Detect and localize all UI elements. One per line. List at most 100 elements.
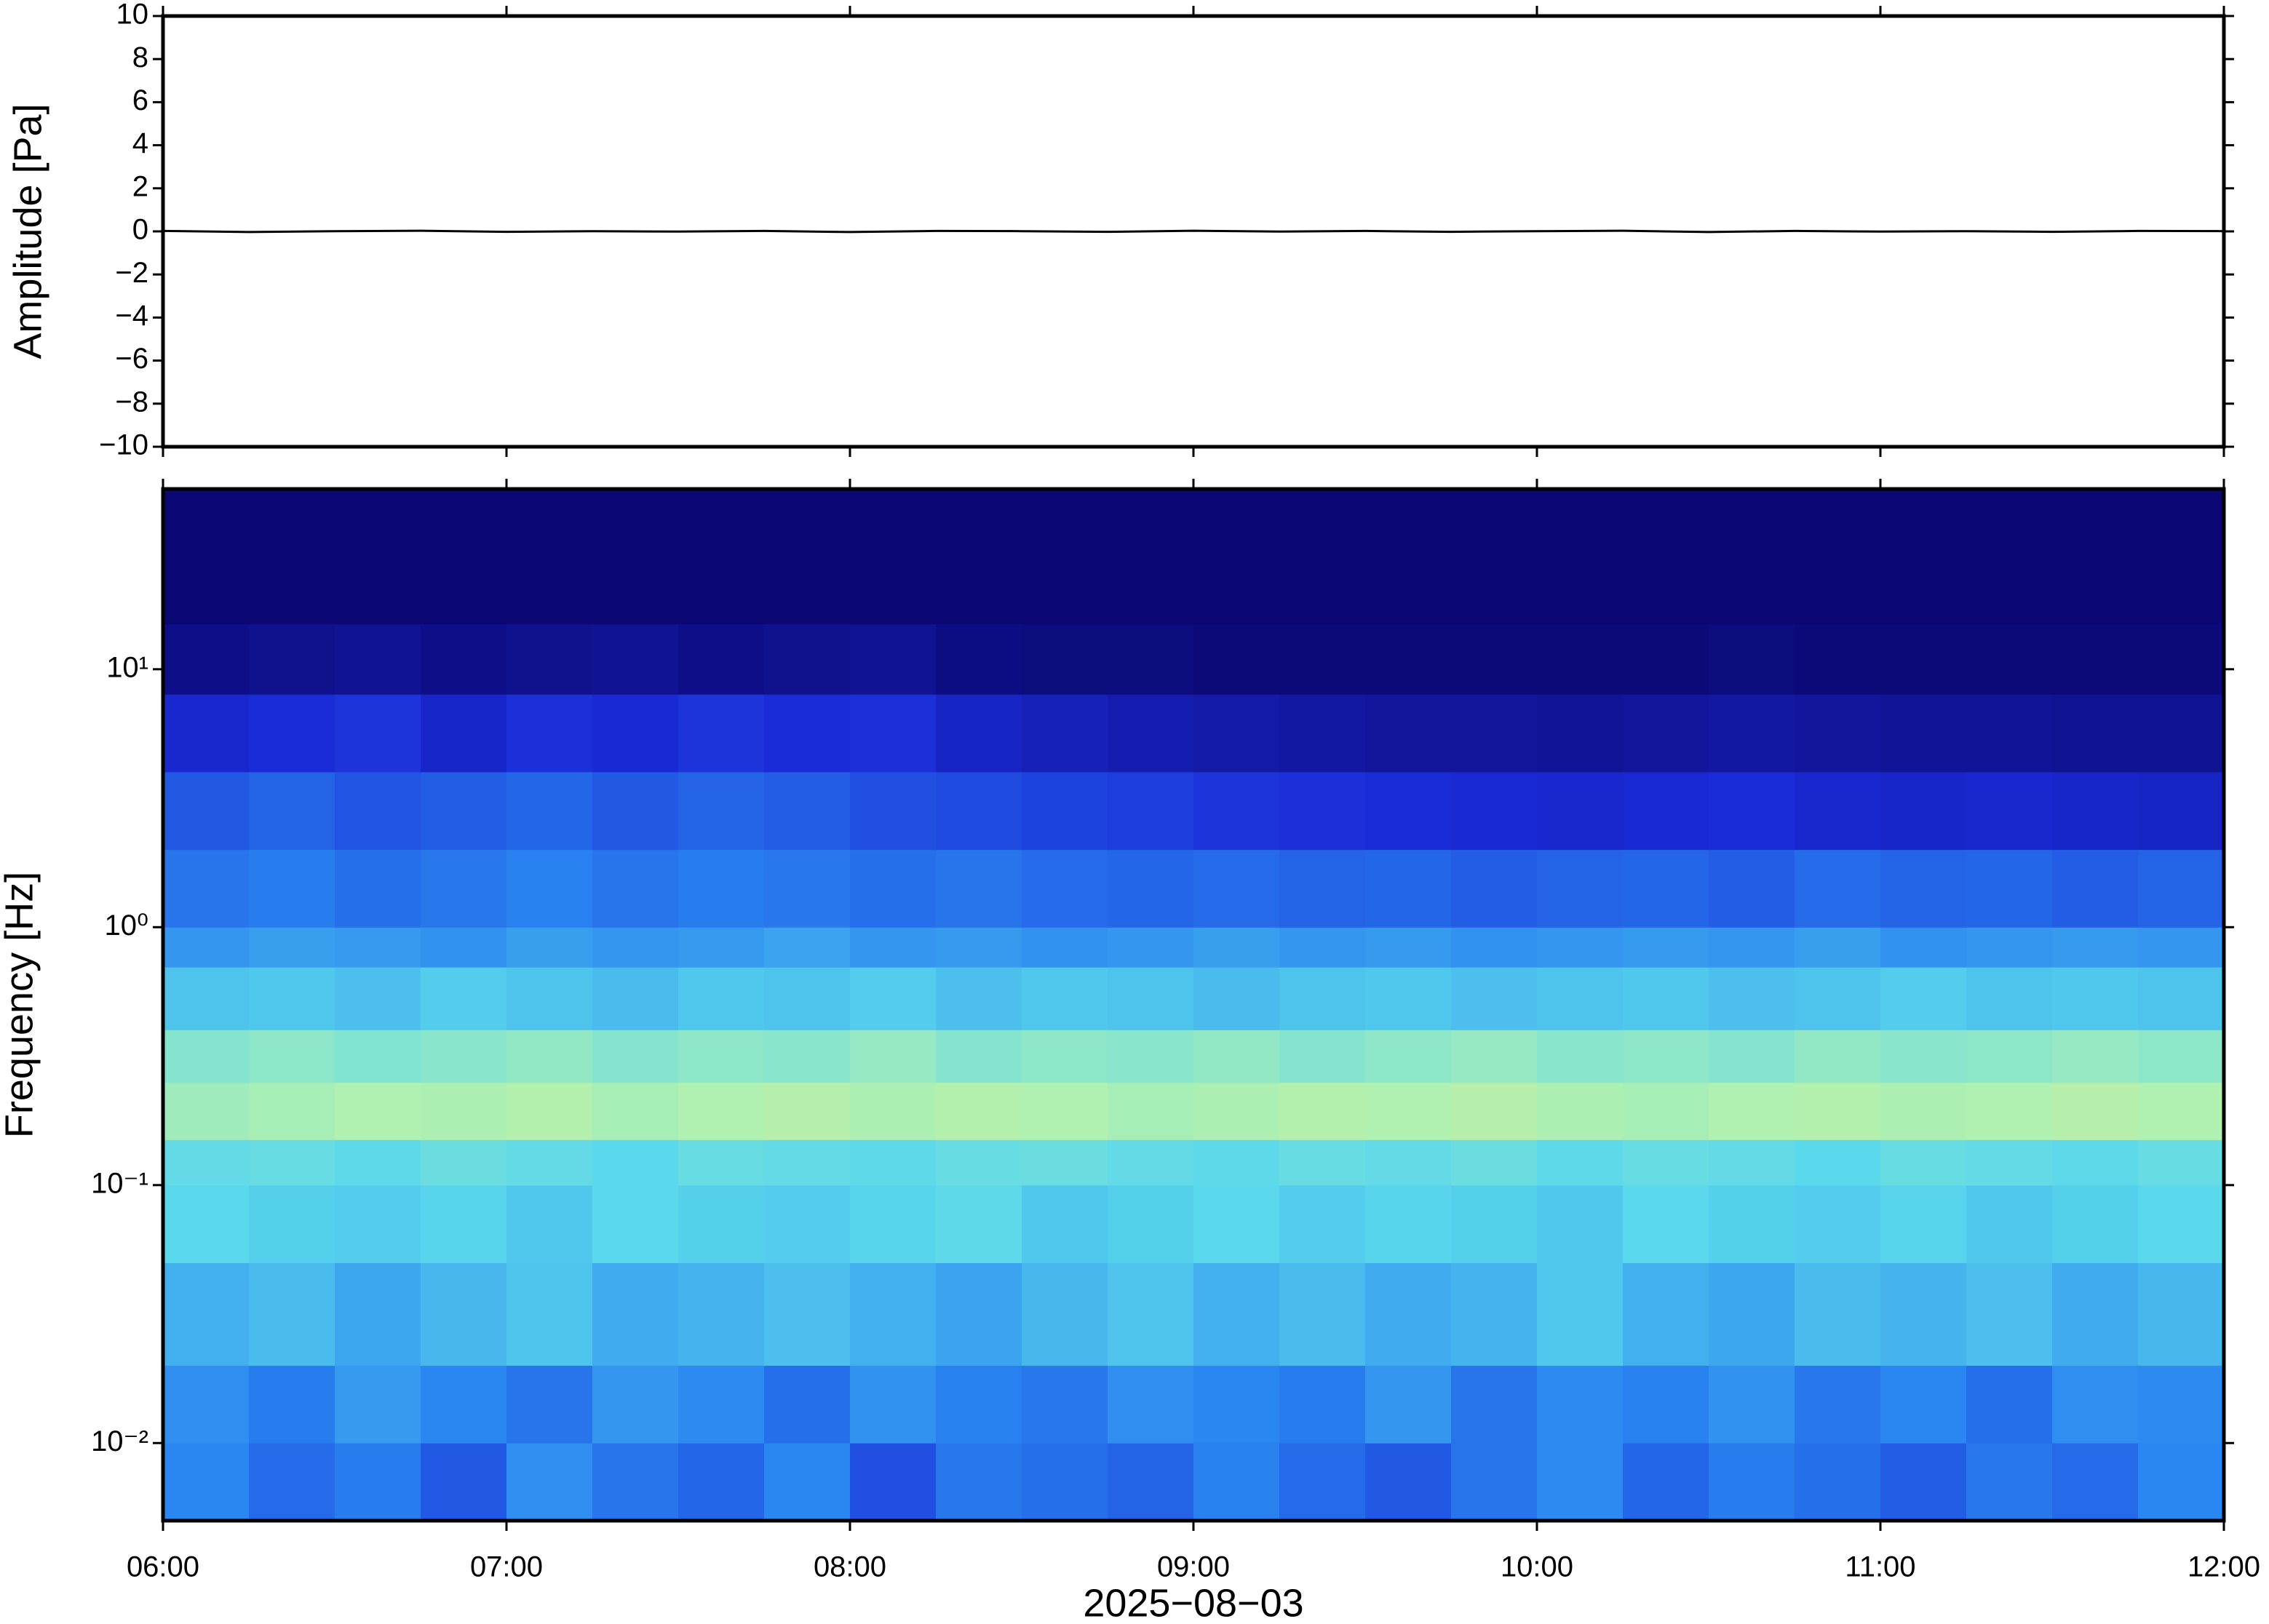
heatmap-cell bbox=[592, 1365, 679, 1444]
heatmap-cell bbox=[1451, 624, 1538, 695]
heatmap-cell bbox=[1966, 1443, 2053, 1521]
heatmap-cell bbox=[678, 849, 765, 928]
heatmap-cell bbox=[678, 771, 765, 851]
x-tick-label: 11:00 bbox=[1845, 1551, 1915, 1583]
heatmap-cell bbox=[1623, 1365, 1709, 1444]
heatmap-cell bbox=[249, 489, 335, 624]
y-tick-label: 6 bbox=[132, 84, 148, 116]
heatmap-cell bbox=[1623, 849, 1709, 928]
heatmap-cell bbox=[850, 1139, 937, 1186]
heatmap-cell bbox=[335, 1365, 421, 1444]
heatmap-cell bbox=[1880, 1185, 1967, 1263]
heatmap-cell bbox=[1022, 849, 1108, 928]
heatmap-cell bbox=[2138, 1139, 2225, 1186]
heatmap-cell bbox=[2052, 1185, 2139, 1263]
heatmap-cell bbox=[764, 927, 851, 968]
heatmap-cell bbox=[1022, 1139, 1108, 1186]
heatmap-cell bbox=[1108, 967, 1194, 1030]
heatmap-cell bbox=[1022, 489, 1108, 624]
heatmap-cell bbox=[1966, 1139, 2053, 1186]
heatmap-cell bbox=[764, 771, 851, 851]
heatmap-cell bbox=[1279, 1443, 1366, 1521]
heatmap-cell bbox=[1022, 771, 1108, 851]
heatmap-cell bbox=[1623, 1262, 1709, 1366]
heatmap-cell bbox=[1537, 1185, 1624, 1263]
heatmap-cell bbox=[1451, 1365, 1538, 1444]
heatmap-cell bbox=[1966, 967, 2053, 1030]
heatmap-cell bbox=[163, 1082, 250, 1140]
heatmap-cell bbox=[936, 849, 1022, 928]
heatmap-cell bbox=[1966, 1185, 2053, 1263]
heatmap-cell bbox=[1451, 1443, 1538, 1521]
heatmap-cell bbox=[764, 1262, 851, 1366]
heatmap-cell bbox=[764, 489, 851, 624]
heatmap-cell bbox=[1451, 1185, 1538, 1263]
heatmap-cell bbox=[1022, 1030, 1108, 1083]
heatmap-cell bbox=[936, 1139, 1022, 1186]
y-axis-label: Amplitude [Pa] bbox=[6, 103, 49, 359]
heatmap-cell bbox=[1279, 849, 1366, 928]
heatmap-cell bbox=[936, 694, 1022, 773]
heatmap-cell bbox=[1537, 489, 1624, 624]
y-tick-label: 10⁻² bbox=[91, 1425, 148, 1457]
heatmap-cell bbox=[2138, 849, 2225, 928]
heatmap-cell bbox=[163, 927, 250, 968]
heatmap-cell bbox=[1709, 927, 1795, 968]
heatmap-cell bbox=[678, 967, 765, 1030]
heatmap-cell bbox=[850, 1365, 937, 1444]
heatmap-cell bbox=[1108, 694, 1194, 773]
heatmap-cell bbox=[1022, 927, 1108, 968]
heatmap-cell bbox=[163, 1139, 250, 1186]
heatmap-cell bbox=[249, 1262, 335, 1366]
heatmap-cell bbox=[1365, 1082, 1452, 1140]
heatmap-cell bbox=[335, 967, 421, 1030]
heatmap-cell bbox=[249, 927, 335, 968]
heatmap-cell bbox=[249, 967, 335, 1030]
heatmap-cell bbox=[1279, 694, 1366, 773]
waveform bbox=[162, 229, 2225, 234]
heatmap-cell bbox=[2052, 1139, 2139, 1186]
heatmap-cell bbox=[506, 1082, 593, 1140]
heatmap-cell bbox=[1880, 1443, 1967, 1521]
heatmap-cell bbox=[1795, 1262, 1881, 1366]
heatmap-cell bbox=[2138, 624, 2225, 695]
heatmap-cell bbox=[764, 624, 851, 695]
heatmap-cell bbox=[249, 694, 335, 773]
heatmap-cell bbox=[2052, 489, 2139, 624]
heatmap-cell bbox=[1709, 1030, 1795, 1083]
heatmap-cell bbox=[1193, 624, 1280, 695]
heatmap-cell bbox=[1451, 927, 1538, 968]
heatmap-cell bbox=[1537, 624, 1624, 695]
heatmap-cell bbox=[1193, 1262, 1280, 1366]
heatmap-cell bbox=[1966, 489, 2053, 624]
heatmap-cell bbox=[2052, 771, 2139, 851]
heatmap-cell bbox=[1451, 967, 1538, 1030]
heatmap-cell bbox=[1451, 849, 1538, 928]
heatmap-cell bbox=[1193, 1443, 1280, 1521]
heatmap-cell bbox=[1365, 1139, 1452, 1186]
heatmap-cell bbox=[592, 1443, 679, 1521]
heatmap-cell bbox=[421, 694, 507, 773]
heatmap-cell bbox=[1022, 1262, 1108, 1366]
heatmap-cell bbox=[335, 849, 421, 928]
heatmap-cell bbox=[421, 624, 507, 695]
heatmap-cell bbox=[678, 624, 765, 695]
heatmap-cell bbox=[1365, 489, 1452, 624]
heatmap-cell bbox=[678, 1082, 765, 1140]
heatmap-cell bbox=[163, 771, 250, 851]
heatmap-cell bbox=[2052, 967, 2139, 1030]
heatmap-cell bbox=[1108, 1185, 1194, 1263]
heatmap-cell bbox=[678, 1139, 765, 1186]
heatmap-cell bbox=[249, 624, 335, 695]
heatmap-cell bbox=[1537, 1365, 1624, 1444]
heatmap-cell bbox=[421, 927, 507, 968]
heatmap-cell bbox=[1795, 624, 1881, 695]
heatmap-cell bbox=[850, 849, 937, 928]
heatmap-cell bbox=[1795, 927, 1881, 968]
heatmap-cell bbox=[764, 1139, 851, 1186]
heatmap-cell bbox=[592, 1185, 679, 1263]
heatmap-cell bbox=[592, 927, 679, 968]
heatmap-cell bbox=[1709, 771, 1795, 851]
heatmap-cell bbox=[1709, 1365, 1795, 1444]
heatmap-cell bbox=[1022, 967, 1108, 1030]
